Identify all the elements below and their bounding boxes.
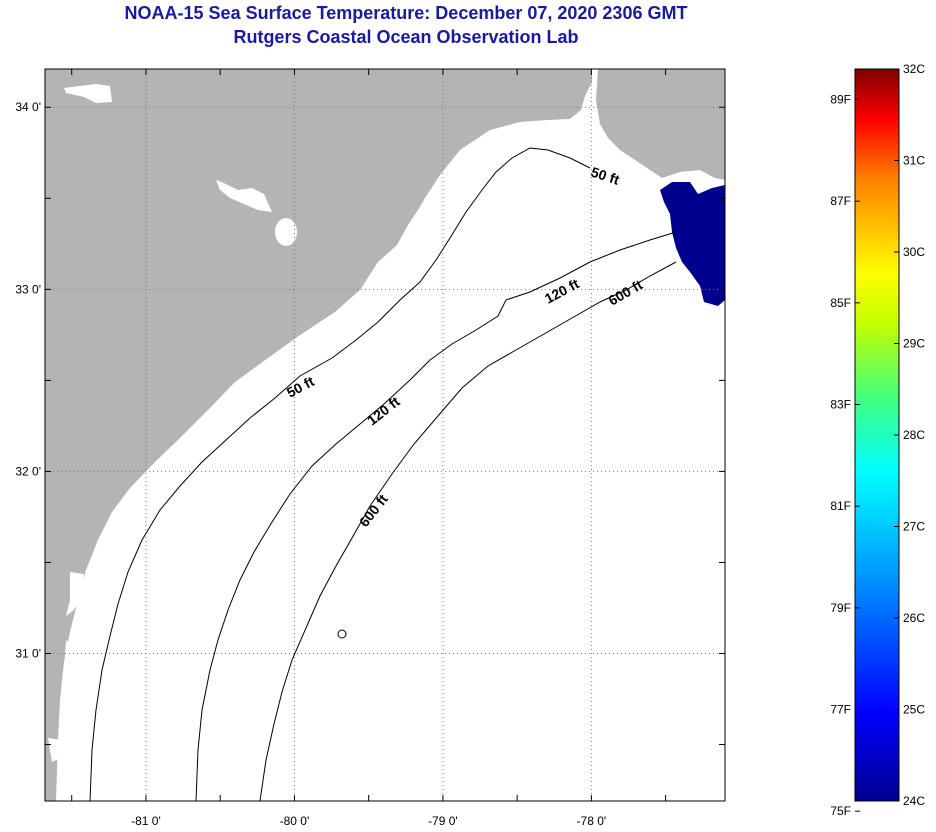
colorbar-celsius-label: 29C: [903, 337, 925, 351]
colorbar-fahrenheit-label: 75F: [830, 804, 851, 818]
colorbar-fahrenheit-label: 77F: [830, 703, 851, 717]
lat-tick-label: 33 0': [15, 282, 41, 296]
colorbar-celsius-label: 30C: [903, 245, 925, 259]
axis-labels: -81 0' -80 0' -79 0' -78 0' 34 0' 33 0' 32 0' 3…: [15, 100, 606, 828]
isobath-50ft-line: [89, 147, 591, 801]
map-subtitle: Rutgers Coastal Ocean Observation Lab: [233, 27, 579, 47]
lat-tick-label: 34 0': [15, 100, 41, 114]
lon-tick-label: -80 0': [280, 814, 310, 828]
lat-tick-label: 31 0': [15, 647, 41, 661]
lon-tick-label: -78 0': [577, 814, 607, 828]
land-north-east: [596, 69, 725, 180]
colorbar-celsius-label: 31C: [903, 154, 925, 168]
gridlines: [45, 69, 725, 801]
frame-ticks: [45, 69, 725, 801]
isobath-600ft-line: [259, 261, 677, 801]
colorbar-fahrenheit-label: 89F: [830, 93, 851, 107]
colorbar-celsius-label: 32C: [903, 62, 925, 76]
colorbar-celsius-label: 24C: [903, 794, 925, 808]
lon-tick-label: -81 0': [131, 814, 161, 828]
sst-cold-water: [660, 182, 725, 306]
land-mass: [45, 69, 592, 801]
colorbar-labels: 24C 25C 26C 27C 28C 29C 30C 31C 32C 75F 77F 79F 81F 8…: [830, 62, 925, 818]
colorbar-fahrenheit-label: 79F: [830, 601, 851, 615]
colorbar-celsius-label: 27C: [903, 520, 925, 534]
map-frame: [44, 68, 726, 802]
colorbar-fahrenheit-label: 83F: [830, 398, 851, 412]
map-panel: 50 ft 50 ft 120 ft 120 ft 600 ft 600 ft …: [15, 68, 726, 828]
colorbar-fahrenheit-label: 81F: [830, 499, 851, 513]
cloud-patches: [48, 84, 297, 762]
colorbar-fahrenheit-label: 85F: [830, 296, 851, 310]
isobath-lines: [89, 147, 677, 801]
colorbar-fahrenheit-label: 87F: [830, 194, 851, 208]
colorbar-celsius-label: 28C: [903, 428, 925, 442]
isobath-120ft-line: [195, 231, 677, 801]
colorbar-celsius-label: 25C: [903, 703, 925, 717]
map-title: NOAA-15 Sea Surface Temperature: Decembe…: [124, 3, 688, 23]
colorbar: 24C 25C 26C 27C 28C 29C 30C 31C 32C 75F 77F 79F 81F 8…: [830, 62, 925, 818]
colorbar-gradient: [854, 68, 900, 802]
colorbar-celsius-label: 26C: [903, 611, 925, 625]
lon-tick-label: -79 0': [428, 814, 458, 828]
lat-tick-label: 32 0': [15, 464, 41, 478]
